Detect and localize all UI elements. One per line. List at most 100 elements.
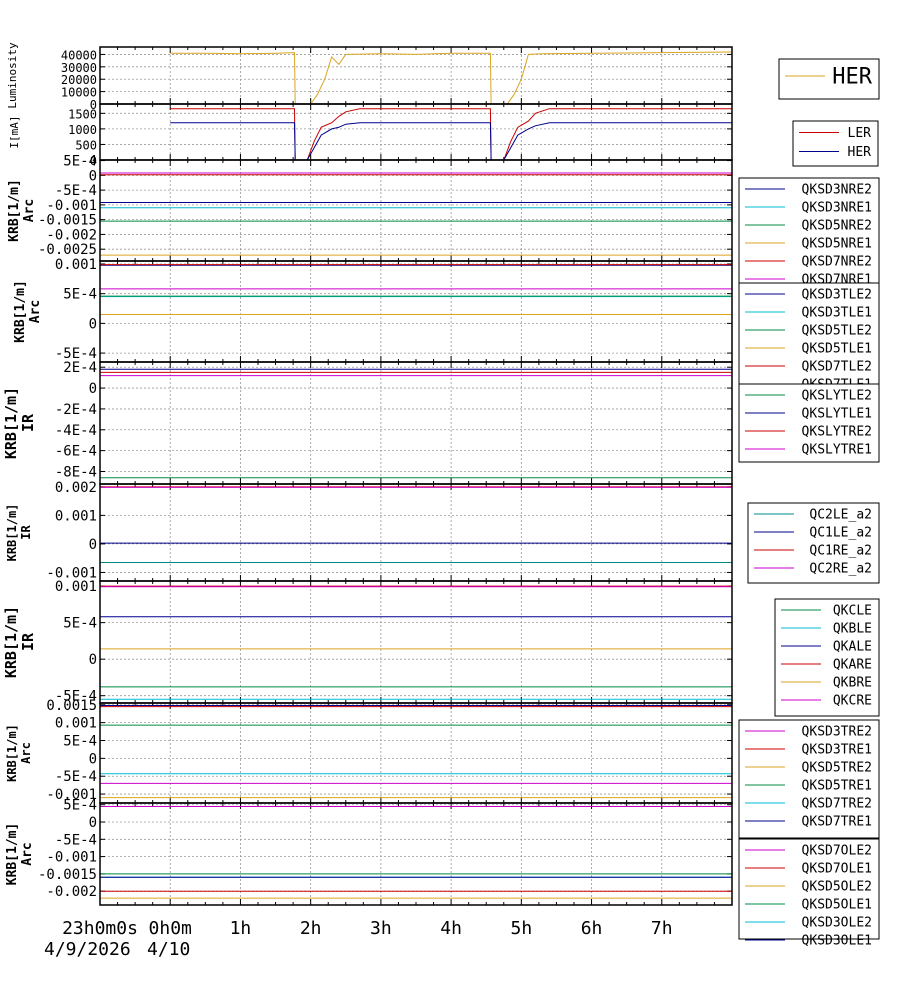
series-group bbox=[100, 264, 732, 315]
y-axis-label: KRB[1/m]IR bbox=[2, 387, 37, 459]
series-line bbox=[170, 51, 732, 104]
legend-label: QC1LE_a2 bbox=[809, 526, 872, 541]
y-tick-label: 0.001 bbox=[55, 579, 97, 595]
panel-frame bbox=[99, 361, 733, 485]
y-axis-label: KRB[1/m]IR bbox=[2, 606, 37, 678]
legend-box bbox=[778, 58, 880, 100]
y-axis-label-line: Arc bbox=[20, 842, 35, 865]
legend-6: QC2LE_a2 QC1LE_a2 QC1RE_a2 QC2RE_a2 bbox=[747, 502, 880, 584]
legend-label: QKSD5NRE2 bbox=[802, 219, 872, 234]
y-tick-label: 5E-4 bbox=[63, 616, 97, 632]
y-axis-label-line: I[mA] bbox=[8, 115, 21, 148]
legend-label: QKSD3OLE2 bbox=[802, 916, 872, 931]
y-tick-label: 5E-4 bbox=[63, 734, 97, 750]
y-axis-label-line: Luminosity bbox=[6, 42, 19, 109]
time-tick-label: 3h bbox=[370, 918, 392, 939]
y-tick-label: -0.0015 bbox=[38, 213, 97, 229]
panel-frame bbox=[99, 483, 733, 582]
series-group bbox=[100, 172, 732, 256]
legend-label: QKSD5TLE2 bbox=[802, 324, 872, 339]
y-tick-label: -0.0015 bbox=[38, 867, 97, 883]
legend-label: QC2LE_a2 bbox=[809, 508, 872, 523]
y-axis-label-line: KRB[1/m] bbox=[2, 606, 20, 678]
y-tick-label: 0 bbox=[89, 168, 97, 184]
y-tick-label: 0 bbox=[90, 98, 97, 112]
y-axis-label-line: Arc bbox=[22, 199, 37, 222]
legend-box bbox=[774, 598, 880, 717]
y-tick-label: 0.001 bbox=[55, 716, 97, 732]
y-axis-label-line: IR bbox=[19, 632, 37, 651]
panel-frame bbox=[99, 103, 733, 161]
legend-label: QC1RE_a2 bbox=[809, 544, 872, 559]
legend-4: QKSD3TLE2 QKSD3TLE1 QKSD5TLE2 QKSD5TLE1 QKSD… bbox=[738, 282, 880, 402]
y-tick-label: 40000 bbox=[61, 48, 97, 62]
y-axis-label: Luminosity bbox=[6, 42, 19, 109]
legend-label: QKSD3TRE2 bbox=[802, 725, 872, 740]
legend-box bbox=[738, 838, 880, 940]
legend-box bbox=[738, 177, 880, 297]
legend-label: QKARE bbox=[833, 658, 872, 673]
y-tick-label: -8E-4 bbox=[55, 464, 97, 480]
y-tick-label: -0.001 bbox=[46, 850, 97, 866]
panel-3: 5E-40-5E-4-0.001-0.0015-0.002-0.0025KRB[… bbox=[7, 154, 733, 262]
y-axis-label-line: KRB[1/m] bbox=[7, 179, 22, 242]
date-label: 4/10 bbox=[147, 939, 190, 960]
y-tick-label: 0 bbox=[89, 316, 97, 332]
panel-frame bbox=[99, 802, 733, 906]
y-axis-label-line: IR bbox=[19, 525, 33, 540]
y-axis-label-line: KRB[1/m] bbox=[13, 280, 28, 343]
series-line bbox=[170, 122, 732, 160]
time-tick-label: 2h bbox=[300, 918, 322, 939]
y-axis-label-line: KRB[1/m] bbox=[5, 504, 19, 562]
date-label: 4/9/2026 bbox=[44, 939, 131, 960]
legend-label: QKSD7OLE2 bbox=[802, 844, 872, 859]
legend-label: QKSD5NRE1 bbox=[802, 237, 872, 252]
legend-box bbox=[792, 120, 879, 167]
panel-frame bbox=[99, 46, 733, 105]
legend-label: QKSD7TLE2 bbox=[802, 360, 872, 375]
panel-frame bbox=[99, 702, 733, 804]
legend-label: QKSD3TRE1 bbox=[802, 743, 872, 758]
y-tick-label: 5E-4 bbox=[63, 287, 97, 303]
series-group bbox=[100, 585, 732, 700]
panel-frame bbox=[99, 260, 733, 363]
series-group bbox=[100, 705, 732, 799]
legend-label: QKSD5TRE1 bbox=[802, 779, 872, 794]
y-tick-label: -0.001 bbox=[46, 198, 97, 214]
time-tick-label: 1h bbox=[230, 918, 252, 939]
legend-7: QKCLE QKBLE QKALE QKARE QKBRE QKCRE bbox=[774, 598, 880, 717]
legend-label: QKSD5TLE1 bbox=[802, 342, 872, 357]
y-tick-label: -5E-4 bbox=[55, 689, 97, 705]
y-tick-label: -0.0025 bbox=[38, 242, 97, 258]
legend-label: HER bbox=[848, 145, 872, 160]
y-tick-label: 10000 bbox=[61, 86, 97, 100]
y-tick-label: -0.001 bbox=[46, 565, 97, 581]
y-tick-label: 0 bbox=[89, 815, 97, 831]
series-group bbox=[100, 486, 732, 563]
series-group bbox=[100, 806, 732, 899]
legend-box bbox=[747, 502, 880, 584]
time-tick-label: 4h bbox=[440, 918, 462, 939]
y-tick-label: 20000 bbox=[61, 73, 97, 87]
panel-6: 0.002 0.001 0 -0.001 KRB[1/m]IR bbox=[5, 480, 733, 582]
y-tick-label: 0 bbox=[89, 381, 97, 397]
legend-label: QKBLE bbox=[833, 622, 872, 637]
y-tick-label: -5E-4 bbox=[55, 346, 97, 362]
y-axis-label: KRB[1/m]Arc bbox=[5, 724, 33, 782]
panel-8: 0.0015 0.001 5E-40 -5E-4 -0.001 KRB[1/m]Arc bbox=[5, 698, 733, 804]
y-axis-label-line: KRB[1/m] bbox=[5, 823, 20, 886]
y-tick-label: 0 bbox=[89, 537, 97, 553]
legend-label: QKBRE bbox=[833, 676, 872, 691]
legend-label: QKSD7TRE2 bbox=[802, 797, 872, 812]
legend-label: QKSD3NRE2 bbox=[802, 183, 872, 198]
legend-9: QKSD7OLE2 QKSD7OLE1 QKSD5OLE2 QKSD5OLE1 QKSD… bbox=[738, 838, 880, 949]
series-line bbox=[170, 108, 732, 160]
legend-label: HER bbox=[832, 65, 872, 90]
panel-5: 2E-4 0 -2E-4 -4E-4 -6E-4 -8E-4 KRB[1/m]IR bbox=[2, 360, 733, 485]
y-tick-label: 5E-4 bbox=[63, 798, 97, 814]
legend-box bbox=[738, 719, 880, 839]
legend-label: QKSD3NRE1 bbox=[802, 201, 872, 216]
legend-label: QKALE bbox=[833, 640, 872, 655]
